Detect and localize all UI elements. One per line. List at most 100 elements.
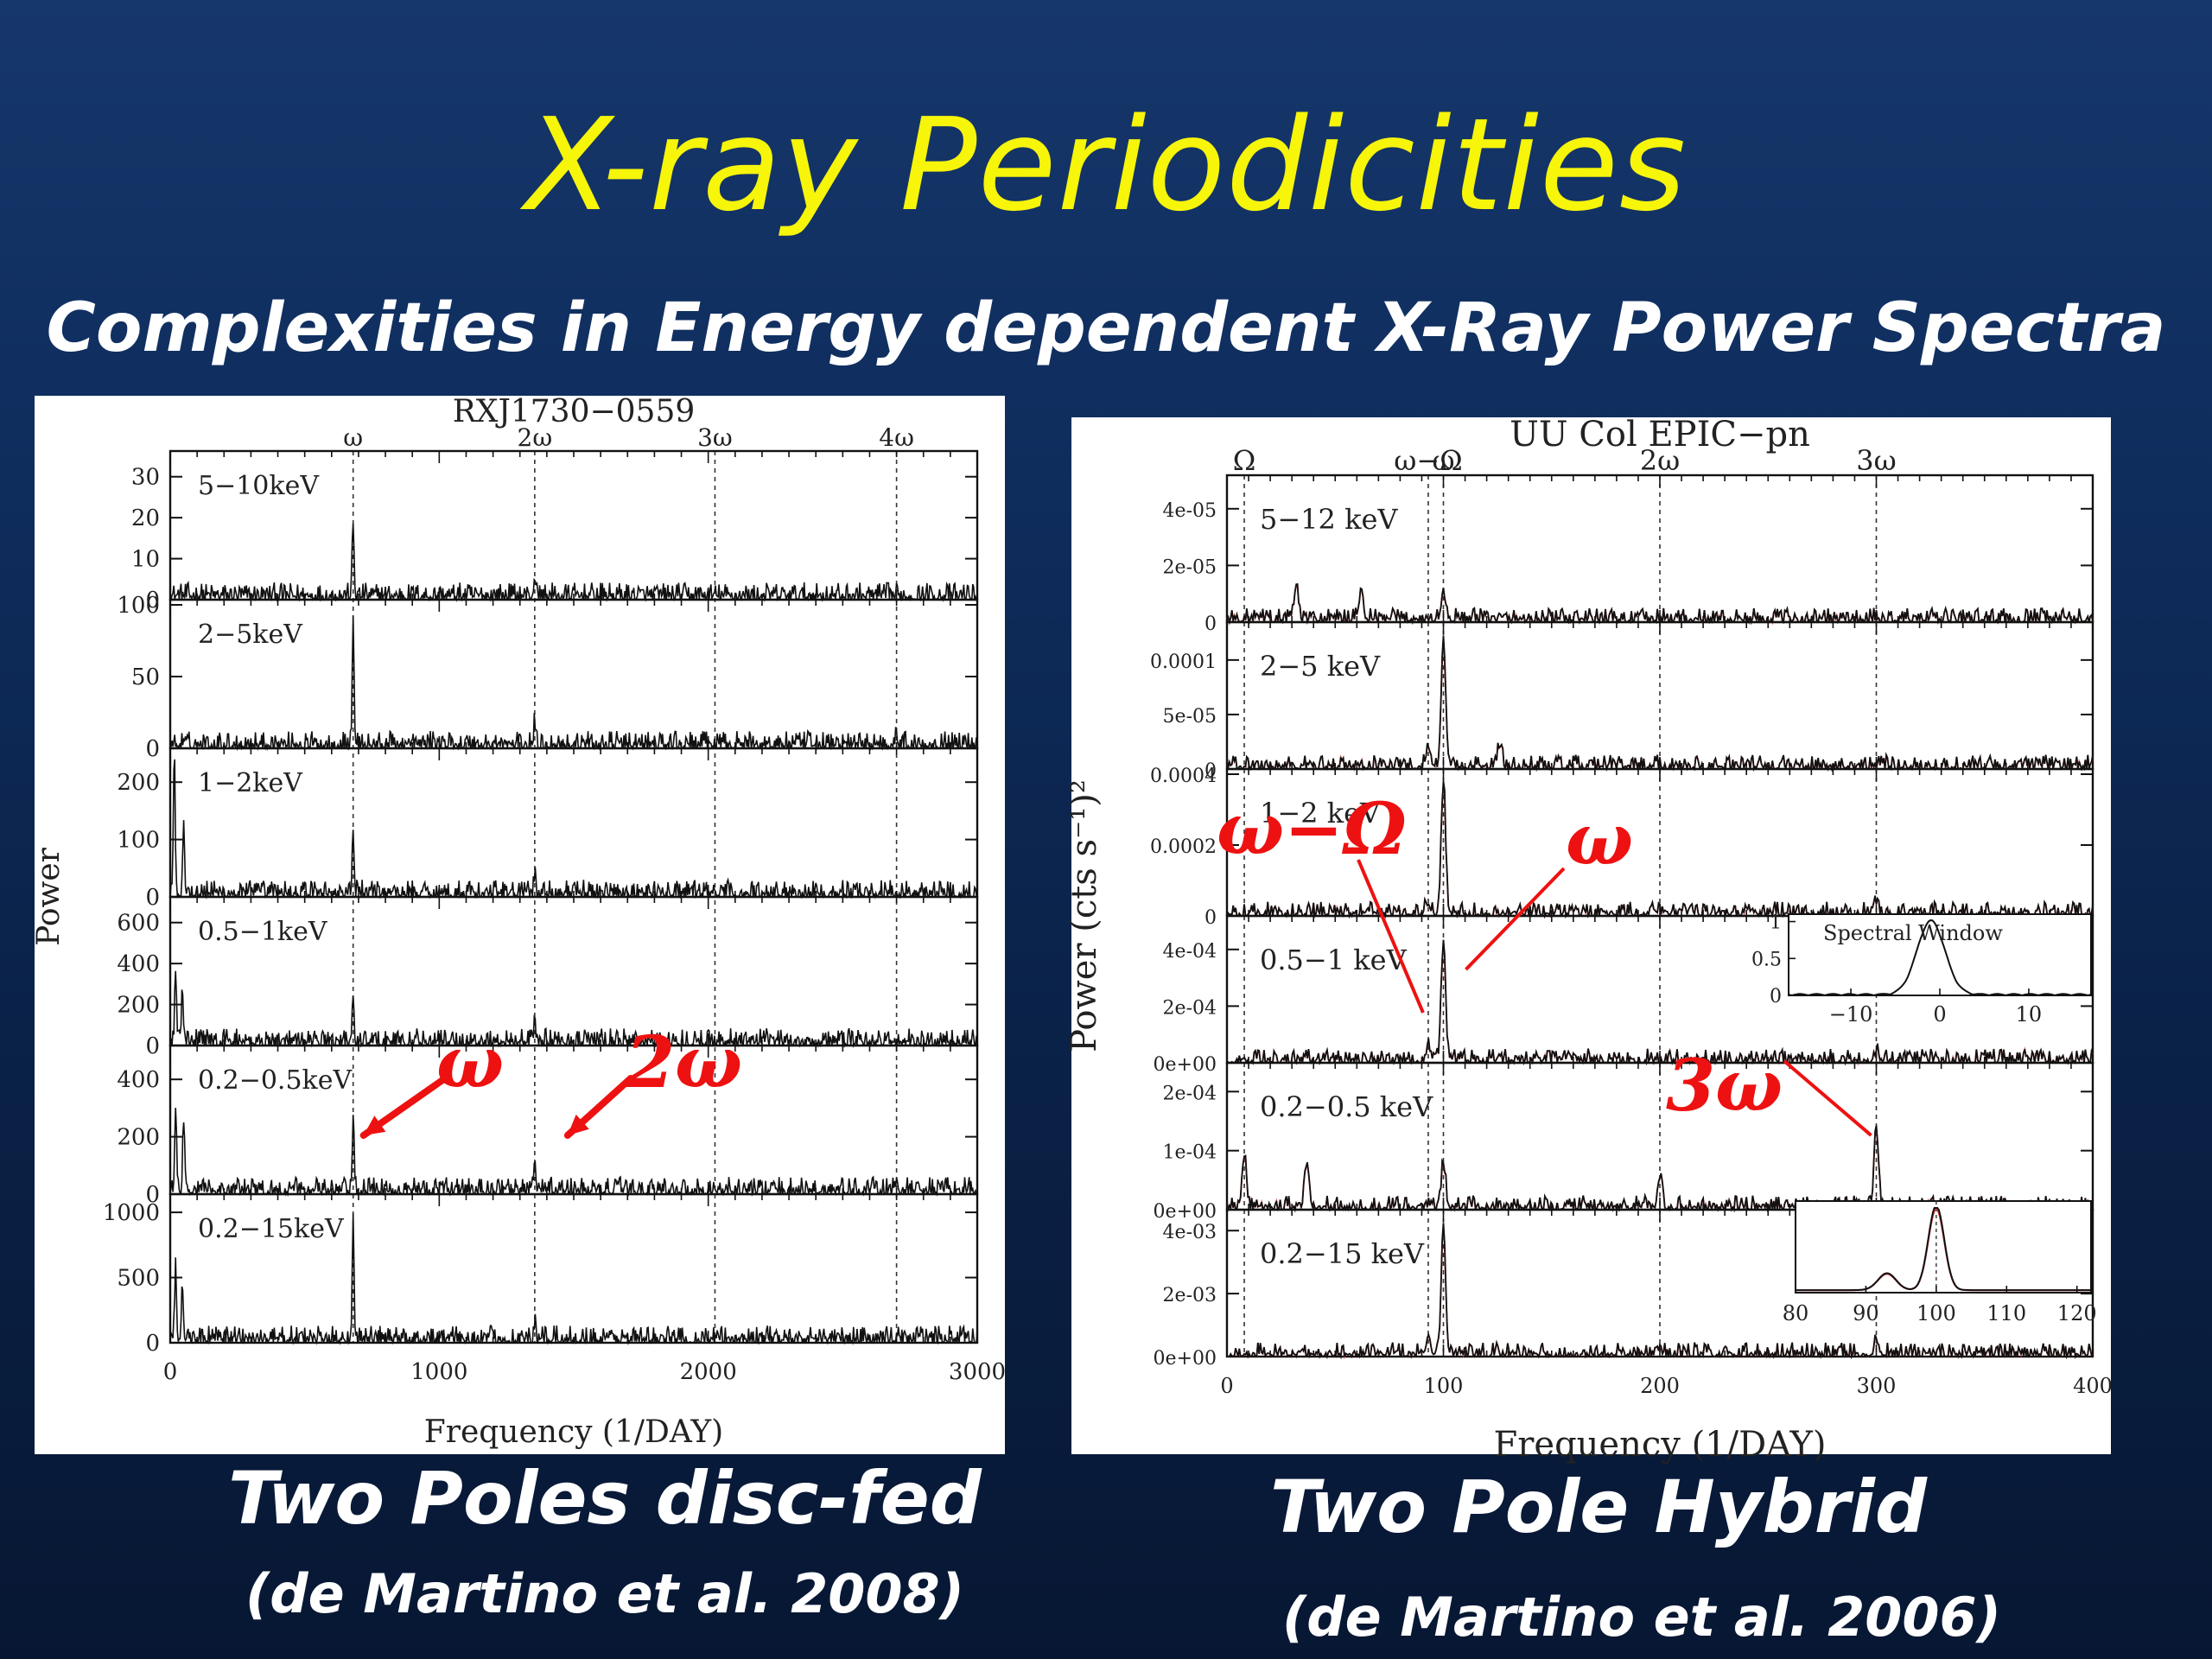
inset-x-tick-label: 120 bbox=[2057, 1301, 2097, 1325]
inset-x-tick-label: −10 bbox=[1829, 1002, 1873, 1027]
x-tick-label: 3000 bbox=[949, 1359, 1006, 1385]
spectrum-panel: 0 2e-05 4e-05 5−12 keV bbox=[1163, 474, 2094, 635]
x-tick-label: 0 bbox=[163, 1359, 178, 1385]
spectral-window-label: Spectral Window bbox=[1823, 921, 2003, 945]
left-reference: (de Martino et al. 2008) bbox=[245, 1562, 965, 1625]
right-caption: Two Pole Hybrid bbox=[1269, 1465, 1928, 1549]
y-tick-label: 2e-04 bbox=[1163, 1083, 1217, 1104]
annotation-layer: ω 2ω ω−Ω ω 3ω bbox=[359, 788, 1872, 1139]
y-tick-label: 100 bbox=[117, 828, 160, 854]
y-tick-label: 0 bbox=[1205, 907, 1217, 929]
spectrum-panel: 0 500 1000 0.2−15keV bbox=[103, 1192, 979, 1357]
y-tick-label: 2e-05 bbox=[1163, 556, 1217, 578]
panel-energy-label: 1−2 keV bbox=[1260, 797, 1381, 830]
inset-frame bbox=[1795, 1200, 2092, 1294]
spectrum-line bbox=[169, 1213, 978, 1345]
annotation-arrow-2omega-head bbox=[567, 1114, 589, 1135]
y-tick-label: 1000 bbox=[103, 1200, 160, 1226]
y-tick-label: 1e-04 bbox=[1163, 1142, 1217, 1164]
panel-energy-label: 5−12 keV bbox=[1260, 503, 1398, 536]
y-tick-label: 400 bbox=[117, 951, 160, 977]
harmonic-marker-label: 2ω bbox=[518, 423, 553, 452]
y-tick-label: 20 bbox=[131, 505, 160, 531]
spectrum-panel: 0 200 400 600 0.5−1keV bbox=[117, 895, 979, 1059]
y-tick-label: 0 bbox=[145, 885, 160, 911]
right-power-spectrum-chart: UU Col EPIC−pnΩ ω−Ωω 2ω 3ω0 100 200 300 400Freq… bbox=[1065, 415, 2113, 1465]
panel-energy-label: 1−2keV bbox=[198, 768, 303, 798]
annotation-line-omega-right bbox=[1465, 867, 1566, 971]
y-tick-label: 0 bbox=[145, 1331, 160, 1357]
spectrum-line bbox=[169, 970, 977, 1049]
inset-y-tick-label: 0.5 bbox=[1751, 949, 1782, 970]
y-tick-label: 0.0004 bbox=[1150, 766, 1217, 787]
y-tick-label: 0 bbox=[1205, 613, 1217, 635]
spectral-window-line bbox=[1788, 918, 2092, 996]
slide-title: X-ray Periodicities bbox=[524, 91, 1688, 239]
panel-energy-label: 0.2−15keV bbox=[198, 1214, 345, 1244]
slide-subtitle: Complexities in Energy dependent X-Ray P… bbox=[46, 289, 2166, 367]
spectrum-line bbox=[169, 759, 978, 899]
left-caption: Two Poles disc-fed bbox=[228, 1456, 982, 1541]
inset-x-tick-label: 90 bbox=[1853, 1301, 1879, 1325]
y-tick-label: 0 bbox=[145, 1182, 160, 1208]
x-axis-label: Frequency (1/DAY) bbox=[424, 1414, 723, 1450]
right-reference: (de Martino et al. 2006) bbox=[1281, 1586, 2002, 1649]
y-tick-label: 0 bbox=[145, 1033, 160, 1059]
y-tick-label: 0.0001 bbox=[1150, 652, 1217, 673]
y-tick-label: 4e-03 bbox=[1163, 1222, 1217, 1243]
y-tick-label: 500 bbox=[117, 1266, 160, 1292]
spectrum-panel: 0 10 20 30 5−10keV bbox=[131, 449, 979, 613]
y-tick-label: 0e+00 bbox=[1154, 1348, 1217, 1370]
inset-x-tick-label: 80 bbox=[1783, 1301, 1809, 1325]
y-tick-label: 100 bbox=[117, 593, 160, 619]
panel-energy-label: 0.5−1 keV bbox=[1260, 944, 1408, 976]
panel-energy-label: 0.2−0.5keV bbox=[198, 1065, 353, 1096]
harmonic-marker-label: 4ω bbox=[879, 423, 914, 452]
x-tick-label: 0 bbox=[1220, 1374, 1233, 1398]
annotation-line-3omega bbox=[1783, 1059, 1872, 1137]
panel-energy-label: 0.2−0.5 keV bbox=[1260, 1090, 1433, 1123]
panel-energy-label: 5−10keV bbox=[198, 471, 320, 501]
y-tick-label: 0 bbox=[145, 736, 160, 762]
spectrum-panel: 0 5e-05 0.0001 2−5 keV bbox=[1150, 620, 2094, 782]
y-tick-label: 0e+00 bbox=[1154, 1201, 1217, 1223]
annotation-label-omega-right: ω bbox=[1566, 798, 1633, 881]
y-tick-label: 30 bbox=[131, 465, 160, 491]
inset-y-tick-label: 1 bbox=[1770, 912, 1782, 934]
inset-frame bbox=[1788, 913, 2092, 996]
inset-x-tick-label: 10 bbox=[2016, 1002, 2043, 1027]
annotation-line-omega-minus-Omega bbox=[1357, 859, 1425, 1014]
spectrum-panel: 0e+00 2e-04 4e-04 0.5−1 keV bbox=[1154, 914, 2094, 1076]
y-tick-label: 2e-04 bbox=[1163, 997, 1217, 1019]
y-axis-label: Power (cts s⁻¹)² bbox=[1065, 779, 1104, 1052]
harmonic-marker-label: ω bbox=[343, 423, 363, 452]
y-tick-label: 0 bbox=[1205, 760, 1217, 782]
y-tick-label: 600 bbox=[117, 911, 160, 937]
y-tick-label: 4e-05 bbox=[1163, 500, 1217, 522]
harmonic-marker-label: Ω bbox=[1233, 444, 1256, 477]
annotation-label-omega-minus-Omega: ω−Ω bbox=[1217, 788, 1407, 871]
panel-energy-label: 2−5 keV bbox=[1260, 650, 1381, 683]
spectrum-panel: 0e+00 1e-04 2e-04 0.2−0.5 keV bbox=[1154, 1061, 2094, 1223]
spectral-window-inset: Spectral Window −10 0 10 0 0.5 1 bbox=[1751, 912, 2092, 1027]
annotation-label-omega: ω bbox=[436, 1021, 504, 1104]
x-tick-label: 100 bbox=[1424, 1374, 1464, 1398]
y-tick-label: 10 bbox=[131, 547, 160, 573]
y-tick-label: 200 bbox=[117, 1125, 160, 1151]
y-tick-label: 5e-05 bbox=[1163, 706, 1217, 728]
left-figure-panel bbox=[35, 396, 1005, 1454]
zoom-inset: 80 90 100 110 120 bbox=[1783, 1200, 2097, 1325]
x-tick-label: 300 bbox=[1857, 1374, 1897, 1398]
chart-title: RXJ1730−0559 bbox=[453, 394, 696, 429]
x-tick-label: 400 bbox=[2073, 1374, 2113, 1398]
spectrum-line bbox=[1227, 1223, 2094, 1360]
panel-energy-label: 2−5keV bbox=[198, 620, 303, 650]
y-tick-label: 0e+00 bbox=[1154, 1054, 1217, 1076]
y-tick-label: 4e-04 bbox=[1163, 941, 1217, 963]
annotation-arrow-omega-head bbox=[363, 1116, 386, 1135]
spectrum-panel: 0 200 400 0.2−0.5keV bbox=[117, 1044, 979, 1208]
inset-y-tick-label: 0 bbox=[1770, 986, 1782, 1007]
inset-x-tick-label: 100 bbox=[1916, 1301, 1956, 1325]
x-tick-label: 1000 bbox=[410, 1359, 467, 1385]
y-tick-label: 50 bbox=[131, 664, 160, 690]
